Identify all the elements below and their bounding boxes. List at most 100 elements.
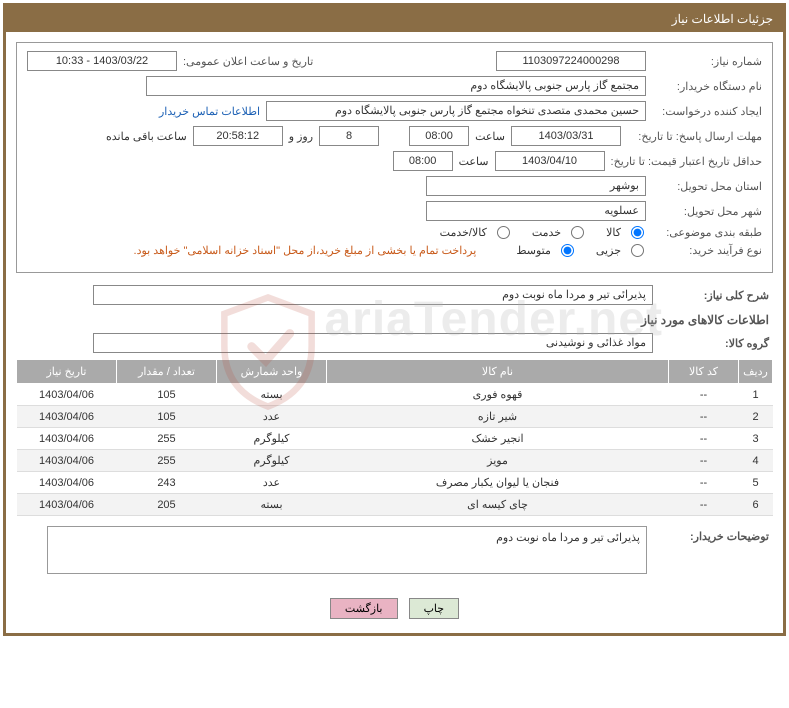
table-cell: --: [669, 472, 739, 494]
table-cell: --: [669, 406, 739, 428]
province-field: بوشهر: [426, 176, 646, 196]
requester-field: حسین محمدی متصدی تنخواه مجتمع گاز پارس ج…: [266, 101, 646, 121]
radio-service-label: خدمت: [532, 226, 561, 239]
main-frame: جزئیات اطلاعات نیاز ariaTender.net شماره…: [3, 3, 786, 636]
city-label: شهر محل تحویل:: [652, 205, 762, 218]
print-button[interactable]: چاپ: [409, 598, 460, 619]
payment-note: پرداخت تمام یا بخشی از مبلغ خرید،از محل …: [134, 244, 477, 257]
table-cell: 6: [739, 494, 773, 516]
city-field: عسلویه: [426, 201, 646, 221]
table-cell: 1: [739, 384, 773, 406]
table-row: 2--شیر تازهعدد1051403/04/06: [17, 406, 773, 428]
table-cell: کیلوگرم: [217, 428, 327, 450]
min-validity-time: 08:00: [393, 151, 453, 171]
table-cell: 1403/04/06: [17, 428, 117, 450]
table-cell: 255: [117, 428, 217, 450]
th-code: کد کالا: [669, 360, 739, 384]
table-header-row: ردیف کد کالا نام کالا واحد شمارش تعداد /…: [17, 360, 773, 384]
requester-label: ایجاد کننده درخواست:: [652, 105, 762, 118]
radio-partial-label: جزیی: [596, 244, 621, 257]
table-row: 6--چای کیسه ایبسته2051403/04/06: [17, 494, 773, 516]
radio-goods-label: کالا: [606, 226, 621, 239]
goods-table: ردیف کد کالا نام کالا واحد شمارش تعداد /…: [16, 359, 773, 516]
announce-field: 1403/03/22 - 10:33: [27, 51, 177, 71]
req-no-label: شماره نیاز:: [652, 55, 762, 68]
th-date: تاریخ نیاز: [17, 360, 117, 384]
table-cell: بسته: [217, 384, 327, 406]
req-no-field: 1103097224000298: [496, 51, 646, 71]
table-cell: 243: [117, 472, 217, 494]
table-cell: کیلوگرم: [217, 450, 327, 472]
table-row: 4--مویزکیلوگرم2551403/04/06: [17, 450, 773, 472]
radio-both-label: کالا/خدمت: [440, 226, 487, 239]
table-cell: 3: [739, 428, 773, 450]
back-button[interactable]: بازگشت: [330, 598, 398, 619]
announce-label: تاریخ و ساعت اعلان عمومی:: [183, 55, 313, 68]
table-row: 3--انجیر خشککیلوگرم2551403/04/06: [17, 428, 773, 450]
desc-field: پذیرائی تیر و مردا ماه نوبت دوم: [93, 285, 653, 305]
table-cell: 2: [739, 406, 773, 428]
panel-title: جزئیات اطلاعات نیاز: [6, 6, 783, 32]
table-cell: 1403/04/06: [17, 494, 117, 516]
table-cell: شیر تازه: [327, 406, 669, 428]
table-cell: عدد: [217, 472, 327, 494]
contact-link[interactable]: اطلاعات تماس خریدار: [159, 105, 260, 118]
buyer-notes-label: توضیحات خریدار:: [659, 526, 769, 543]
deadline-send-date: 1403/03/31: [511, 126, 621, 146]
th-name: نام کالا: [327, 360, 669, 384]
radio-goods[interactable]: [631, 226, 644, 239]
table-cell: 4: [739, 450, 773, 472]
deadline-send-time: 08:00: [409, 126, 469, 146]
table-cell: 255: [117, 450, 217, 472]
table-cell: بسته: [217, 494, 327, 516]
button-row: چاپ بازگشت: [6, 588, 783, 633]
min-validity-label: حداقل تاریخ اعتبار قیمت: تا تاریخ:: [611, 155, 762, 168]
table-row: 1--قهوه فوریبسته1051403/04/06: [17, 384, 773, 406]
table-cell: 205: [117, 494, 217, 516]
table-cell: --: [669, 428, 739, 450]
radio-partial[interactable]: [631, 244, 644, 257]
goods-info-title: اطلاعات کالاهای مورد نیاز: [16, 313, 769, 327]
time-remaining: 20:58:12: [193, 126, 283, 146]
days-remaining: 8: [319, 126, 379, 146]
deadline-send-label: مهلت ارسال پاسخ: تا تاریخ:: [627, 130, 762, 143]
time-label-1: ساعت: [475, 130, 505, 143]
table-cell: انجیر خشک: [327, 428, 669, 450]
th-qty: تعداد / مقدار: [117, 360, 217, 384]
days-and-label: روز و: [289, 130, 313, 143]
table-cell: 1403/04/06: [17, 384, 117, 406]
content-area: ariaTender.net شماره نیاز: 1103097224000…: [6, 32, 783, 588]
buyer-org-label: نام دستگاه خریدار:: [652, 80, 762, 93]
table-cell: 105: [117, 384, 217, 406]
goods-group-label: گروه کالا:: [659, 337, 769, 350]
table-cell: --: [669, 450, 739, 472]
table-cell: عدد: [217, 406, 327, 428]
table-cell: 1403/04/06: [17, 406, 117, 428]
table-cell: 1403/04/06: [17, 450, 117, 472]
table-cell: 1403/04/06: [17, 472, 117, 494]
table-cell: --: [669, 384, 739, 406]
th-row: ردیف: [739, 360, 773, 384]
buyer-org-field: مجتمع گاز پارس جنوبی پالایشگاه دوم: [146, 76, 646, 96]
purchase-type-label: نوع فرآیند خرید:: [652, 244, 762, 257]
table-cell: مویز: [327, 450, 669, 472]
radio-service[interactable]: [571, 226, 584, 239]
time-remaining-label: ساعت باقی مانده: [106, 130, 187, 143]
time-label-2: ساعت: [459, 155, 489, 168]
goods-group-field: مواد غذائی و نوشیدنی: [93, 333, 653, 353]
table-cell: 5: [739, 472, 773, 494]
table-cell: --: [669, 494, 739, 516]
desc-label: شرح کلی نیاز:: [659, 289, 769, 302]
table-cell: فنجان یا لیوان یکبار مصرف: [327, 472, 669, 494]
buyer-notes-box: پذیرائی تیر و مردا ماه نوبت دوم: [47, 526, 647, 574]
province-label: استان محل تحویل:: [652, 180, 762, 193]
info-fieldset: شماره نیاز: 1103097224000298 تاریخ و ساع…: [16, 42, 773, 273]
table-cell: 105: [117, 406, 217, 428]
radio-medium-label: متوسط: [516, 244, 551, 257]
table-cell: چای کیسه ای: [327, 494, 669, 516]
min-validity-date: 1403/04/10: [495, 151, 605, 171]
subject-class-label: طبقه بندی موضوعی:: [652, 226, 762, 239]
table-cell: قهوه فوری: [327, 384, 669, 406]
radio-medium[interactable]: [561, 244, 574, 257]
radio-both[interactable]: [497, 226, 510, 239]
